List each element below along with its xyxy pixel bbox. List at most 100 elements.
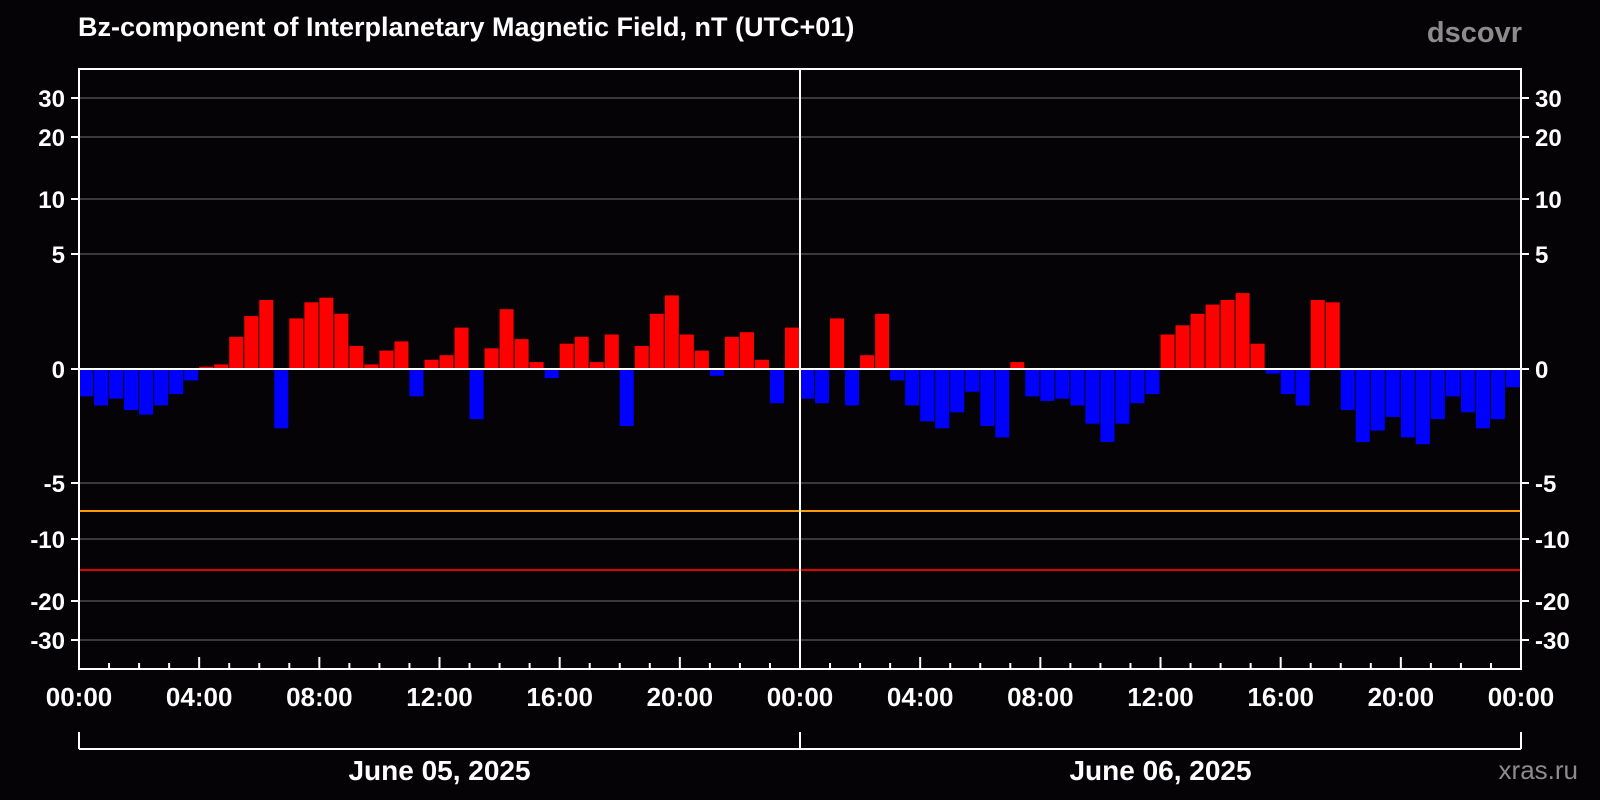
y-tick-label: -30 — [30, 628, 65, 655]
x-tick-label: 16:00 — [526, 682, 593, 712]
x-tick-label: 12:00 — [1127, 682, 1194, 712]
date-labels: June 05, 2025 June 06, 2025 — [78, 732, 1522, 786]
x-tick-label: 00:00 — [46, 682, 113, 712]
bz-bar — [634, 346, 649, 369]
bz-bar — [1085, 369, 1100, 424]
y-tick-label: 30 — [38, 86, 65, 113]
bz-bar — [289, 318, 304, 369]
bz-bar — [1505, 369, 1520, 388]
bz-bar — [544, 369, 559, 379]
site-label: xras.ru — [1498, 755, 1578, 785]
x-tick-label: 04:00 — [166, 682, 233, 712]
bz-bar — [454, 327, 469, 369]
bz-bar — [1325, 302, 1340, 369]
bz-bar — [815, 369, 830, 404]
bz-bar — [274, 369, 289, 429]
bz-bar — [379, 350, 394, 369]
bz-bar — [784, 327, 799, 369]
y-tick-label: 10 — [38, 187, 65, 214]
bz-bar — [184, 369, 199, 381]
bz-bar — [1175, 325, 1190, 369]
bz-bar — [980, 369, 995, 426]
bz-bar — [1385, 369, 1400, 417]
bz-bar — [1130, 369, 1145, 404]
y-tick-label: 0 — [52, 357, 65, 384]
bz-bar — [1265, 369, 1280, 374]
date-label: June 06, 2025 — [1069, 755, 1251, 786]
bz-bar — [754, 359, 769, 369]
bz-bar — [1460, 369, 1475, 413]
bz-bar — [995, 369, 1010, 438]
y-tick-label: 30 — [1535, 86, 1562, 113]
bz-bar — [244, 316, 259, 369]
bz-bar — [1160, 334, 1175, 369]
brand-label: dscovr — [1426, 17, 1522, 49]
bz-bar — [1370, 369, 1385, 431]
bz-bar — [154, 369, 169, 406]
x-tick-label: 20:00 — [1368, 682, 1435, 712]
bz-bar — [890, 369, 905, 381]
overlay-lines — [78, 68, 1522, 670]
bz-bar — [334, 313, 349, 369]
y-tick-label: 10 — [1535, 187, 1562, 214]
bz-bar — [845, 369, 860, 406]
bz-bar — [364, 364, 379, 369]
x-tick-label: 08:00 — [286, 682, 353, 712]
bz-bar — [664, 295, 679, 369]
bz-bar — [79, 369, 94, 397]
y-tick-label: -10 — [1535, 527, 1570, 554]
y-tick-label: -20 — [1535, 589, 1570, 616]
bz-bar — [349, 346, 364, 369]
y-tick-label: -20 — [30, 589, 65, 616]
bz-bar — [1235, 293, 1250, 369]
bz-bar — [1055, 369, 1070, 399]
bz-bar — [1250, 343, 1265, 369]
bz-bar — [394, 341, 409, 369]
bz-bar — [589, 362, 604, 369]
bz-bar — [259, 300, 274, 369]
bz-bar — [694, 350, 709, 369]
bz-bar — [229, 336, 244, 369]
bz-bar — [1280, 369, 1295, 395]
y-tick-label: -5 — [44, 471, 65, 498]
bz-bar — [574, 336, 589, 369]
x-tick-label: 12:00 — [406, 682, 473, 712]
bz-bar — [860, 355, 875, 369]
bz-bar — [124, 369, 139, 411]
bz-bar — [1145, 369, 1160, 395]
bz-bar — [499, 309, 514, 369]
bz-bar — [139, 369, 154, 415]
y-tick-label: -10 — [30, 527, 65, 554]
bz-bar — [214, 364, 229, 369]
x-tick-label: 20:00 — [647, 682, 714, 712]
date-label: June 05, 2025 — [348, 755, 530, 786]
bz-bar — [619, 369, 634, 426]
bz-bar — [169, 369, 184, 395]
y-tick-label: 0 — [1535, 357, 1548, 384]
bz-bar — [649, 313, 664, 369]
y-tick-label: -30 — [1535, 628, 1570, 655]
bz-bar — [1415, 369, 1430, 445]
bz-bar — [965, 369, 980, 392]
bz-bar — [950, 369, 965, 413]
bz-bar — [409, 369, 424, 397]
bz-bar — [559, 343, 574, 369]
x-tick-label: 08:00 — [1007, 682, 1074, 712]
bz-bar — [905, 369, 920, 406]
bz-bar — [1220, 300, 1235, 369]
bz-bar — [739, 332, 754, 369]
bz-bar — [304, 302, 319, 369]
bz-bar — [920, 369, 935, 422]
bz-bar — [1010, 362, 1025, 369]
y-tick-label: 5 — [52, 242, 65, 269]
bz-bar — [1205, 304, 1220, 369]
bz-bar — [529, 362, 544, 369]
bz-bar — [1475, 369, 1490, 429]
y-tick-label: 5 — [1535, 242, 1548, 269]
bz-bar — [469, 369, 484, 420]
bz-bar — [94, 369, 109, 406]
y-tick-label: 20 — [1535, 125, 1562, 152]
bz-bar — [1115, 369, 1130, 424]
bz-bar — [1430, 369, 1445, 420]
